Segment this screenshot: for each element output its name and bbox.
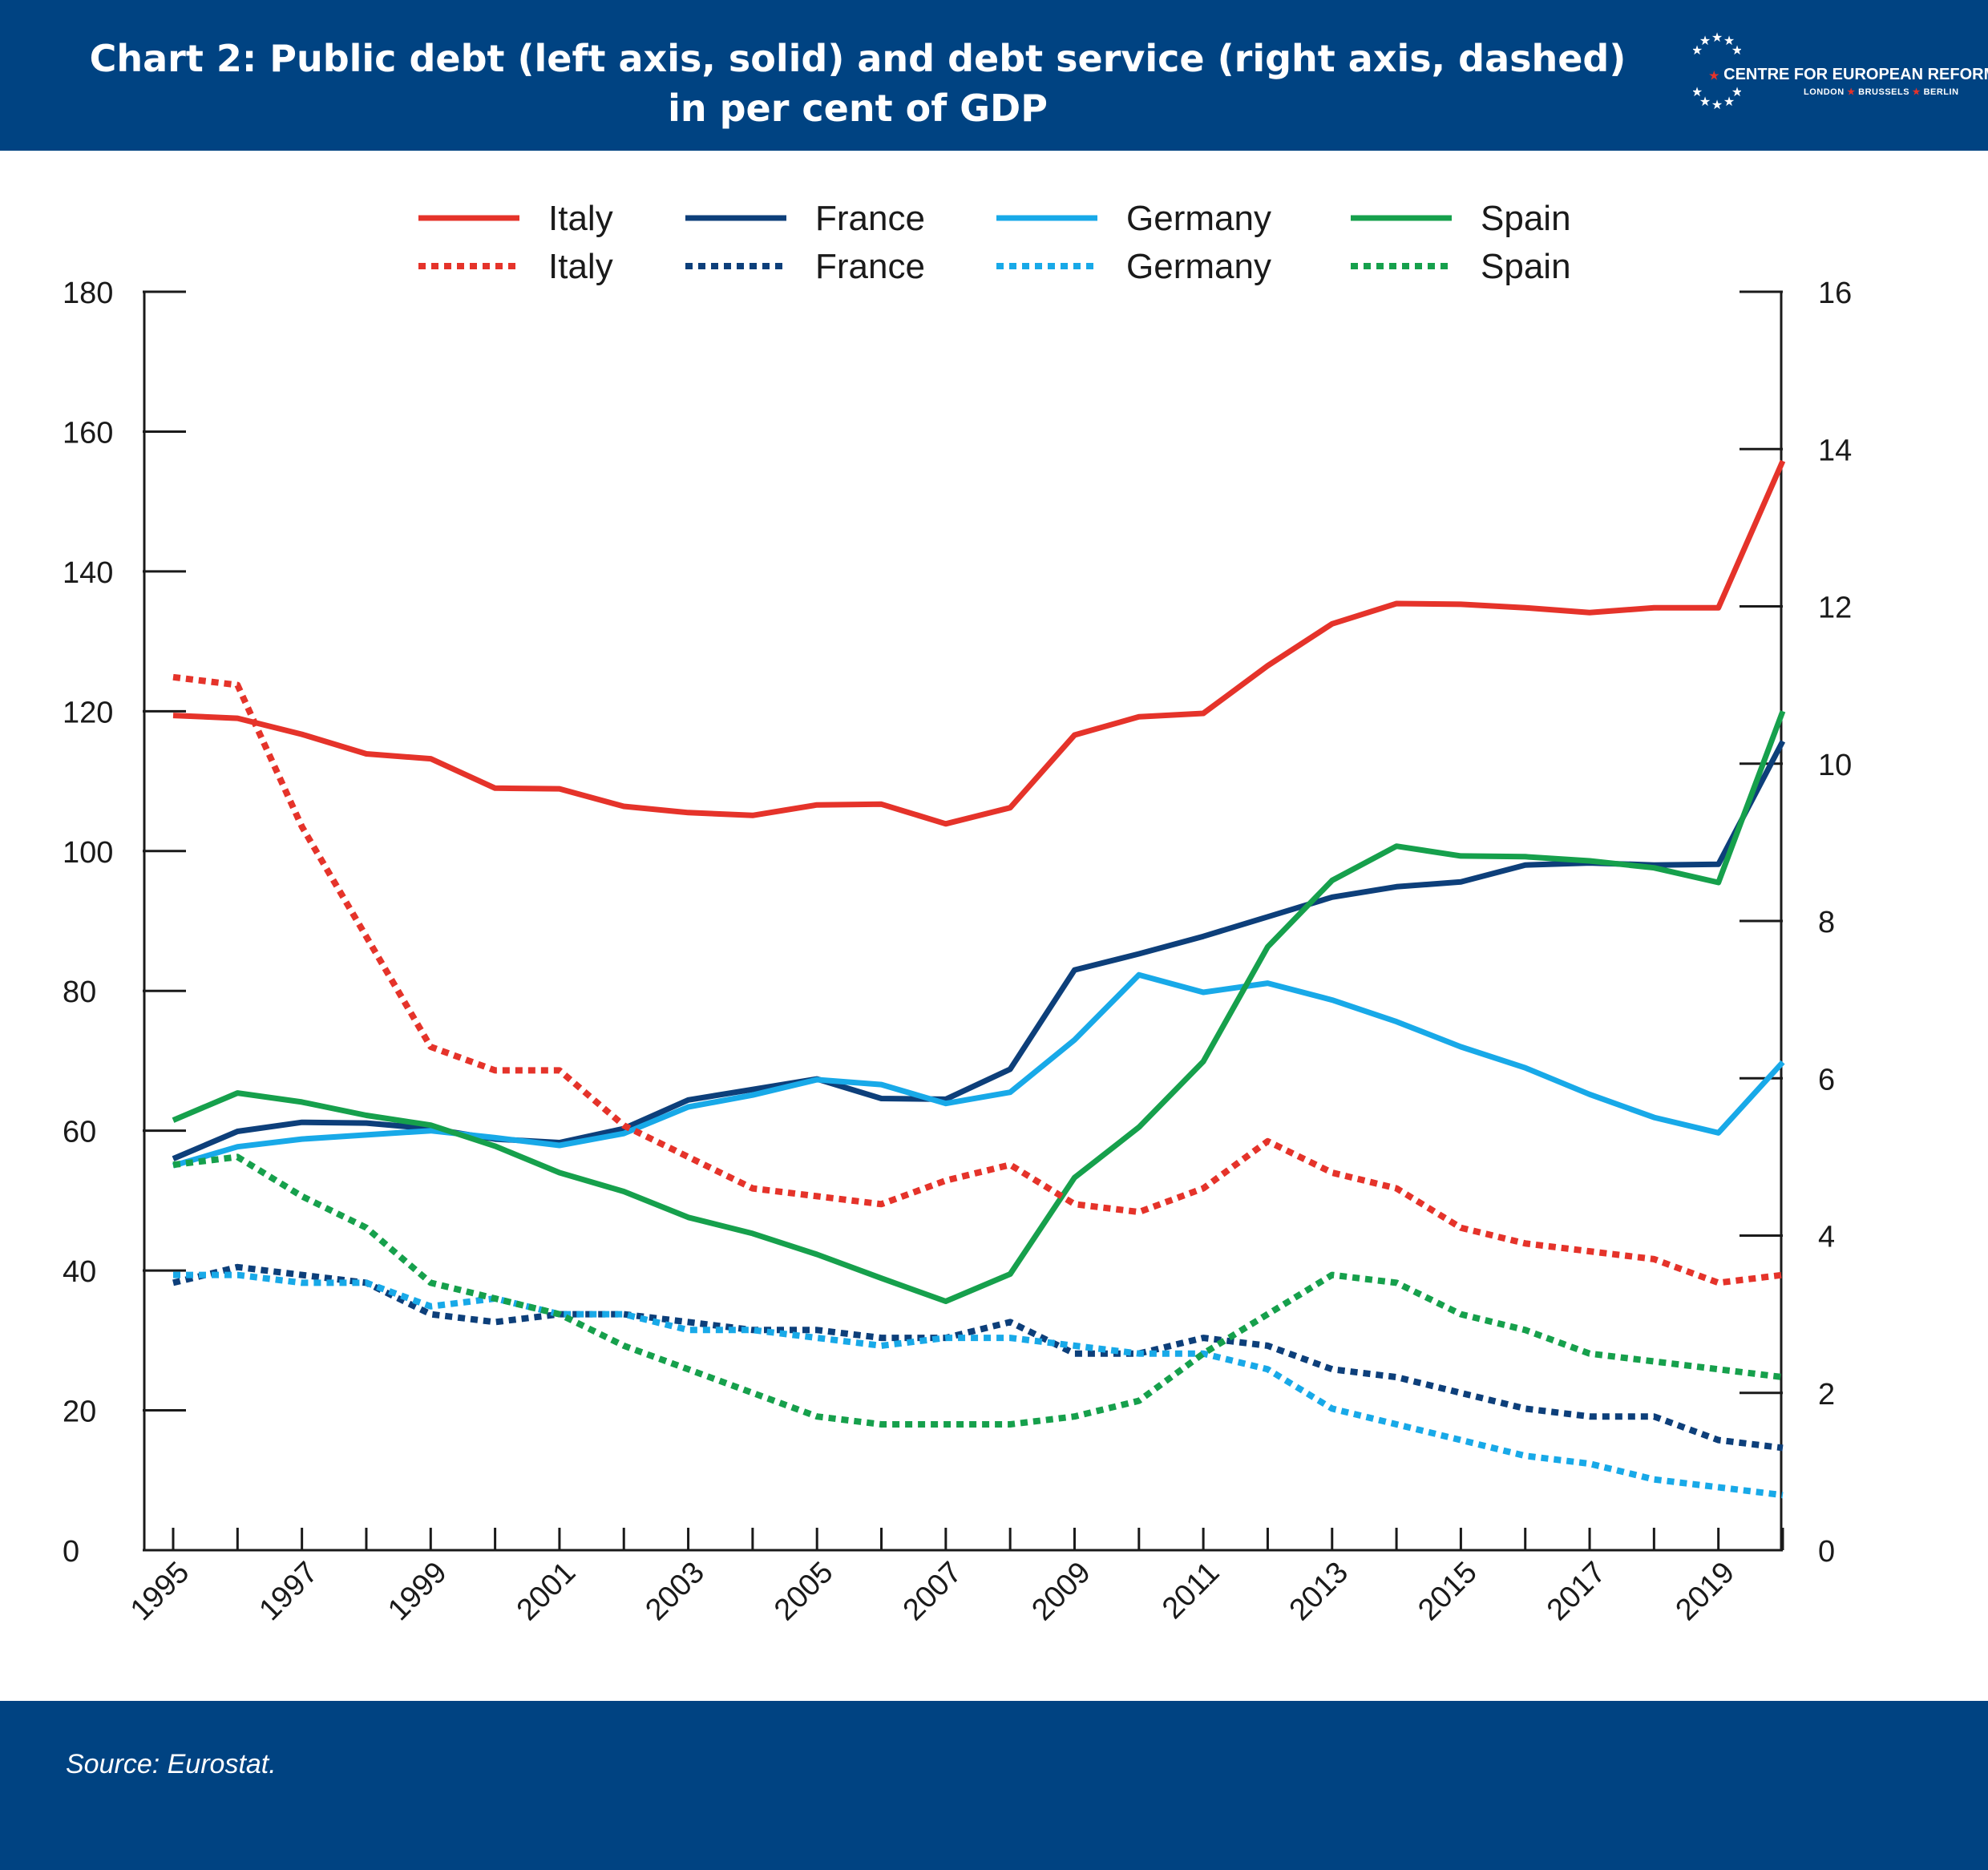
legend-label-italy: Italy xyxy=(548,247,613,286)
series-france-debt-service-line xyxy=(172,1263,1784,1452)
right-axis-tick-label: 4 xyxy=(1818,1221,1835,1254)
x-axis-tick-label: 2001 xyxy=(511,1556,582,1627)
right-axis-tick-label: 2 xyxy=(1818,1378,1835,1412)
svg-text:★: ★ xyxy=(1731,84,1741,99)
x-axis-tick-label: 1999 xyxy=(382,1556,453,1627)
left-axis-tick-label: 40 xyxy=(63,1255,96,1289)
svg-text:★: ★ xyxy=(1723,33,1735,48)
svg-text:★: ★ xyxy=(1731,42,1741,58)
left-axis-tick-label: 120 xyxy=(63,696,113,729)
x-axis-tick-label: 2013 xyxy=(1283,1556,1355,1627)
source-note: Source: Eurostat. xyxy=(66,1749,277,1779)
x-axis-tick-label: 2007 xyxy=(897,1556,968,1627)
svg-text:★: ★ xyxy=(1699,94,1711,109)
legend-label-spain: Spain xyxy=(1481,199,1571,238)
series-italy-debt-service-line xyxy=(172,673,1784,1286)
legend-label-germany: Germany xyxy=(1126,199,1271,238)
x-axis-tick-label: 2005 xyxy=(768,1556,839,1627)
x-axis-tick-label: 1997 xyxy=(253,1556,325,1627)
logo-city: LONDON xyxy=(1804,87,1845,97)
x-axis-tick-label: 2003 xyxy=(639,1556,710,1627)
logo-city: BERLIN xyxy=(1923,87,1959,97)
right-axis-tick-label: 0 xyxy=(1818,1535,1835,1569)
left-axis-tick-label: 140 xyxy=(63,556,113,590)
red-star-icon: ★ xyxy=(1709,69,1719,82)
left-axis-tick-label: 160 xyxy=(63,416,113,450)
series-italy-debt-line xyxy=(172,459,1786,827)
right-axis-tick-label: 16 xyxy=(1818,277,1852,310)
svg-text:★: ★ xyxy=(1693,42,1703,58)
legend-label-france: France xyxy=(815,199,925,238)
legend-label-italy: Italy xyxy=(548,199,613,238)
left-axis-tick-label: 180 xyxy=(63,277,113,310)
x-axis-tick-label: 2017 xyxy=(1541,1556,1612,1627)
series-germany-debt-line xyxy=(172,971,1785,1169)
x-axis-tick-label: 2011 xyxy=(1156,1556,1226,1626)
logo-city: BRUSSELS xyxy=(1858,87,1910,97)
red-star-icon: ★ xyxy=(1847,87,1856,97)
series-spain-debt-service-line xyxy=(172,1153,1784,1428)
chart-title-line1: Chart 2: Public debt (left axis, solid) … xyxy=(89,37,1626,80)
svg-text:★: ★ xyxy=(1699,33,1711,48)
star-circle-icon: ★ ★★ ★★ ★★ ★ ★★ xyxy=(1693,32,1741,112)
x-axis-tick-label: 2009 xyxy=(1025,1556,1097,1627)
left-axis-tick-label: 0 xyxy=(63,1535,79,1569)
red-star-icon: ★ xyxy=(1912,87,1921,97)
svg-text:★: ★ xyxy=(1711,97,1723,112)
left-axis-tick-label: 100 xyxy=(63,836,113,870)
left-axis-tick-label: 80 xyxy=(63,975,96,1009)
chart-title: Chart 2: Public debt (left axis, solid) … xyxy=(0,34,1715,133)
left-axis-tick-label: 20 xyxy=(63,1395,96,1429)
logo-name: CENTRE FOR EUROPEAN REFORM xyxy=(1723,66,1988,83)
left-axis-tick-label: 60 xyxy=(63,1116,96,1149)
header-band xyxy=(0,0,1988,151)
svg-text:★: ★ xyxy=(1693,84,1703,99)
footer-band xyxy=(0,1701,1988,1870)
legend-label-germany: Germany xyxy=(1126,247,1271,286)
svg-text:★: ★ xyxy=(1711,32,1723,45)
legend-label-spain: Spain xyxy=(1481,247,1571,286)
series-germany-debt-service-line xyxy=(173,1271,1784,1499)
right-axis-tick-label: 8 xyxy=(1818,906,1835,939)
x-axis-tick-label: 2019 xyxy=(1670,1556,1741,1627)
chart-title-line2: in per cent of GDP xyxy=(668,87,1048,130)
right-axis-tick-label: 6 xyxy=(1818,1063,1835,1097)
right-axis-tick-label: 12 xyxy=(1818,592,1852,625)
series-spain-debt-line xyxy=(172,710,1786,1304)
right-axis-tick-label: 14 xyxy=(1818,434,1852,467)
cer-logo: ★ ★ ★ ★ ★ ★ ★ ★ ★ ★ ★ CENTRE FOR EUROPEAN REFO… xyxy=(1693,32,1988,120)
right-axis-tick-label: 10 xyxy=(1818,749,1852,782)
legend-label-france: France xyxy=(815,247,925,286)
x-axis-tick-label: 1995 xyxy=(124,1556,196,1627)
svg-text:★: ★ xyxy=(1723,94,1735,109)
x-axis-tick-label: 2015 xyxy=(1412,1556,1483,1627)
